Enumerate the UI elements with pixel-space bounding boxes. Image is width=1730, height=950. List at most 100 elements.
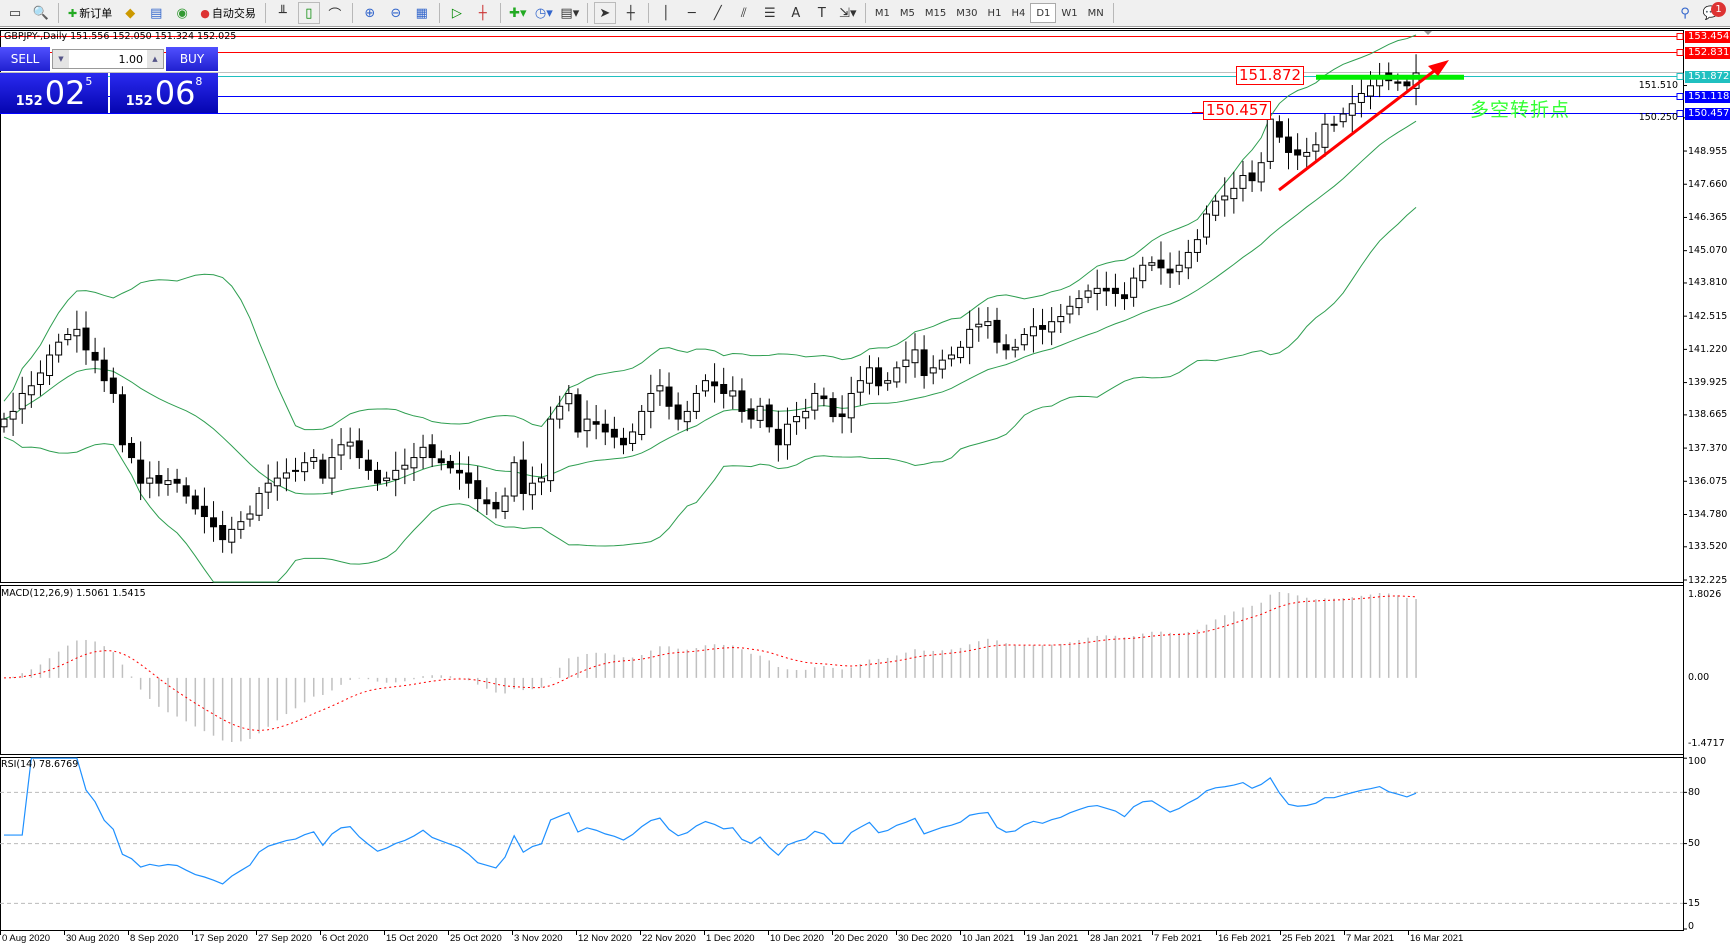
bearish-candle: [829, 398, 837, 418]
time-tick-label: 25 Oct 2020: [450, 933, 502, 944]
text-label-icon[interactable]: T: [817, 5, 826, 21]
templates-icon[interactable]: ▤▾: [560, 5, 580, 21]
bearish-candle: [993, 319, 1001, 343]
auto-trading-icon: ●: [200, 6, 210, 20]
time-tick-label: 7 Feb 2021: [1154, 933, 1203, 944]
bullish-candle: [0, 418, 8, 428]
annotation-text[interactable]: 多空转折点: [1470, 99, 1571, 121]
lot-size-input[interactable]: 1.00: [118, 52, 144, 66]
bullish-candle: [847, 392, 855, 419]
vertical-line-icon[interactable]: │: [661, 5, 670, 21]
bearish-candle: [1166, 268, 1174, 274]
divider: [647, 3, 649, 23]
bullish-candle: [565, 392, 573, 405]
signal-icon[interactable]: ◉: [176, 5, 188, 21]
bearish-candle: [219, 525, 227, 541]
sell-price-prefix: 152: [15, 94, 43, 109]
bearish-candle: [820, 395, 828, 400]
chart-window-icon[interactable]: ▭: [8, 5, 22, 21]
timeframe-h1[interactable]: H1: [987, 7, 1002, 19]
sell-button[interactable]: SELL: [0, 47, 50, 71]
bearish-candle: [774, 428, 782, 446]
zoom-out-icon[interactable]: ⊖: [390, 5, 402, 21]
bullish-candle: [164, 480, 172, 485]
timeframe-mn[interactable]: MN: [1087, 7, 1104, 19]
notifications-button[interactable]: 💬1: [1700, 2, 1726, 24]
bullish-candle: [537, 477, 545, 483]
buy-button[interactable]: BUY: [166, 47, 218, 71]
increase-lot-button[interactable]: ▲: [147, 50, 163, 68]
bearish-candle: [738, 390, 746, 412]
rsi-tick-label: 50: [1688, 838, 1701, 850]
level-handle: [1676, 49, 1684, 56]
trendline-icon[interactable]: ╱: [713, 5, 722, 21]
bullish-candle: [273, 477, 281, 487]
bullish-candle: [264, 482, 272, 493]
sell-price[interactable]: 152 02 5: [0, 73, 108, 113]
level-handle: [1676, 93, 1684, 100]
time-tick-label: 1 Dec 2020: [706, 933, 755, 944]
auto-scroll-icon[interactable]: ▷: [451, 5, 462, 21]
bullish-candle: [893, 367, 901, 383]
market-watch-icon[interactable]: ◆: [125, 5, 136, 21]
equidistant-channel-icon[interactable]: ⫽: [740, 5, 747, 21]
price-label-box[interactable]: 151.872: [1236, 66, 1305, 85]
price-label-box[interactable]: 150.457: [1203, 101, 1272, 120]
zoom-in-icon[interactable]: ⊕: [364, 5, 376, 21]
chart-shift-icon[interactable]: ┼: [478, 5, 487, 21]
chart-window[interactable]: [0, 28, 1730, 950]
price-tick-label: 133.520: [1688, 541, 1728, 553]
search-icon[interactable]: ⚲: [1680, 5, 1690, 21]
bearish-candle: [437, 458, 445, 464]
bullish-candle: [1221, 195, 1229, 201]
timeframe-m5[interactable]: M5: [899, 7, 915, 19]
new-order-button[interactable]: ✚ 新订单: [65, 2, 115, 24]
bearish-candle: [1248, 172, 1256, 182]
bullish-candle: [310, 457, 318, 462]
time-tick-label: 17 Sep 2020: [194, 933, 248, 944]
bearish-candle: [191, 495, 199, 510]
timeframe-m1[interactable]: M1: [874, 7, 890, 19]
timeframe-m15[interactable]: M15: [924, 7, 947, 19]
bullish-candle: [1148, 262, 1156, 266]
arrows-icon[interactable]: ⇲▾: [839, 5, 857, 21]
bullish-candle: [27, 385, 35, 396]
bullish-candle: [902, 359, 910, 368]
buy-price[interactable]: 152 06 8: [110, 73, 218, 113]
time-tick-label: 25 Feb 2021: [1282, 933, 1336, 944]
time-tick-label: 22 Nov 2020: [642, 933, 696, 944]
timeframe-w1[interactable]: W1: [1061, 7, 1078, 19]
zoom-window-icon[interactable]: 🔍: [32, 5, 50, 21]
auto-trading-button[interactable]: ● 自动交易: [197, 2, 259, 24]
bar-chart-icon[interactable]: ╨: [278, 5, 287, 21]
bullish-candle: [656, 385, 664, 392]
bearish-candle: [1002, 344, 1010, 351]
timeframe-d1[interactable]: D1: [1030, 3, 1057, 23]
crosshair-icon[interactable]: ┼: [626, 5, 635, 21]
tile-windows-icon[interactable]: ▦: [415, 5, 428, 21]
periods-icon[interactable]: ◷▾: [534, 5, 553, 21]
horizontal-line-icon[interactable]: ─: [687, 5, 696, 21]
time-tick-label: 0 Aug 2020: [2, 933, 51, 944]
candlestick-icon[interactable]: ▯: [297, 2, 320, 24]
divider: [499, 3, 501, 23]
decrease-lot-button[interactable]: ▼: [53, 50, 69, 68]
time-tick-label: 12 Nov 2020: [578, 933, 632, 944]
text-icon[interactable]: A: [791, 5, 801, 21]
fibonacci-icon[interactable]: ☰: [764, 5, 776, 21]
timeframe-h4[interactable]: H4: [1011, 7, 1026, 19]
bullish-candle: [1257, 162, 1265, 183]
timeframe-m30[interactable]: M30: [956, 7, 978, 19]
line-chart-icon[interactable]: ⌒: [328, 7, 342, 23]
bullish-candle: [929, 367, 937, 374]
macd-signal-line: [3, 595, 1417, 731]
navigator-icon[interactable]: ▤: [150, 5, 163, 21]
indicators-icon[interactable]: ✚▾: [509, 5, 527, 21]
bullish-candle: [583, 418, 591, 432]
bearish-candle: [446, 460, 454, 469]
bullish-candle: [975, 323, 983, 328]
bullish-candle: [692, 392, 700, 412]
cursor-icon[interactable]: ➤: [593, 2, 616, 24]
lot-size-stepper[interactable]: ▼ 1.00 ▲: [52, 49, 164, 69]
